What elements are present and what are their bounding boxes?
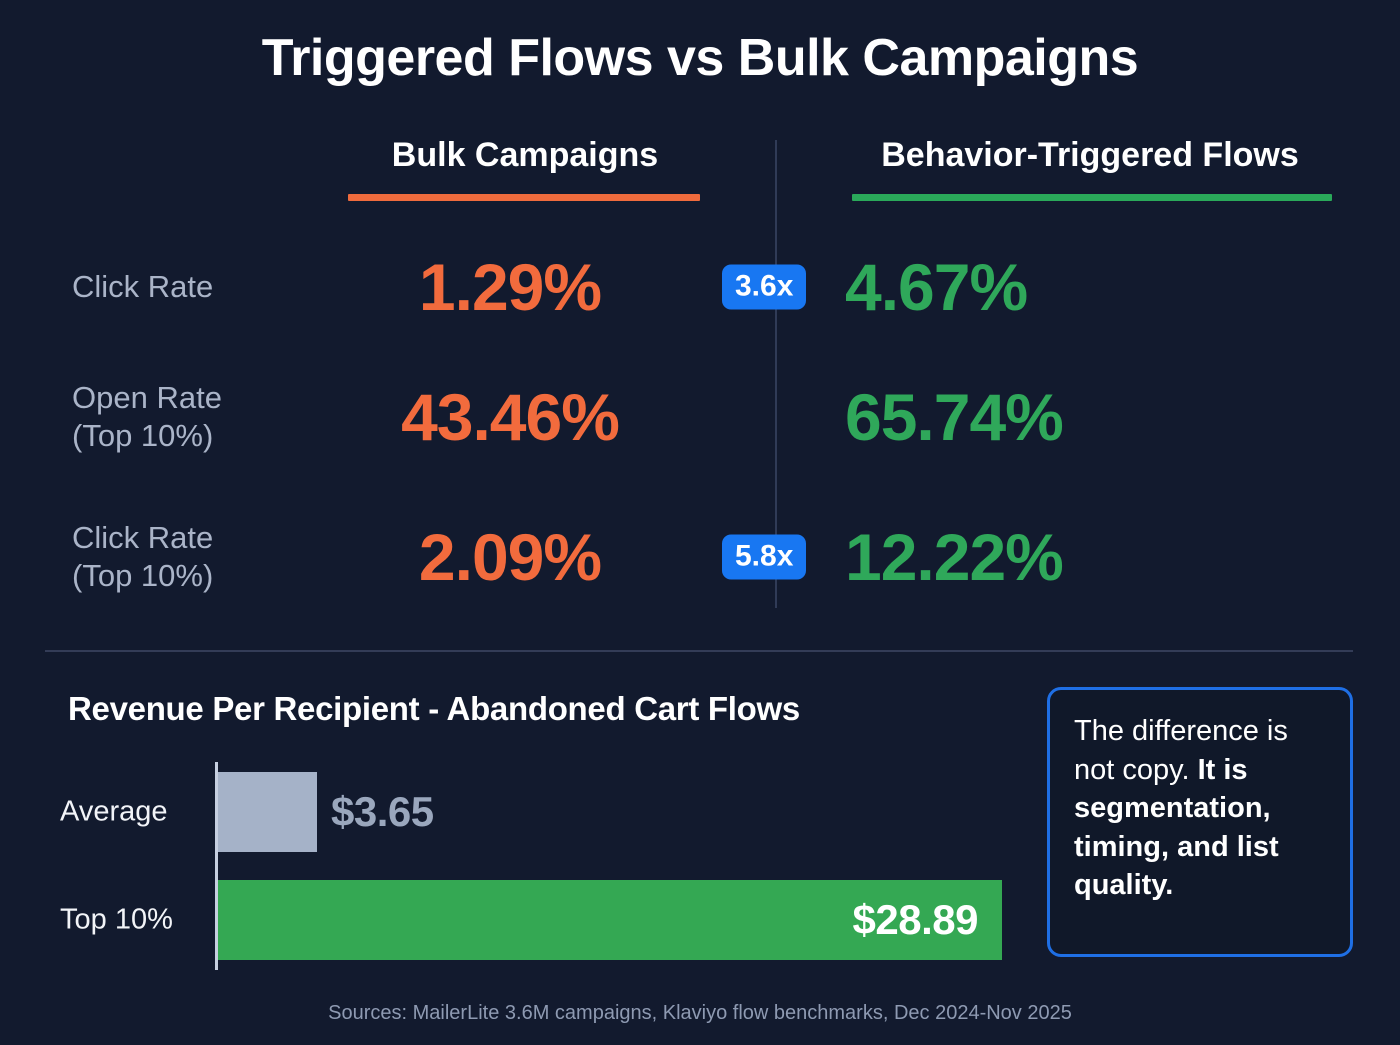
column-divider (775, 140, 777, 608)
metric-value-flows: 4.67% (845, 250, 1028, 324)
bar-fill (218, 880, 1002, 960)
column-header-flows: Behavior-Triggered Flows (881, 136, 1299, 174)
metric-value-bulk: 2.09% (418, 520, 602, 594)
chart-title: Revenue Per Recipient - Abandoned Cart F… (68, 690, 800, 727)
section-divider (45, 650, 1353, 652)
sources-footer: Sources: MailerLite 3.6M campaigns, Klav… (328, 1002, 1072, 1024)
page-title: Triggered Flows vs Bulk Campaigns (261, 29, 1139, 87)
metric-value-bulk: 1.29% (418, 250, 602, 324)
callout-lead: The difference is not copy. (1074, 715, 1288, 786)
metric-multiplier-badge: 3.6x (722, 264, 807, 310)
bar-fill (218, 772, 317, 852)
metric-value-bulk: 43.46% (401, 380, 620, 454)
column-header-bulk: Bulk Campaigns (391, 136, 659, 174)
column-underline-bulk (348, 194, 700, 201)
metric-row: Open Rate (Top 10%) 43.46% 65.74% (0, 362, 1400, 472)
metric-row: Click Rate 1.29% 3.6x 4.67% (0, 232, 1400, 342)
callout-box: The difference is not copy. It is segmen… (1047, 687, 1353, 957)
bar-category-label: Top 10% (60, 903, 173, 936)
chart-axis-line (215, 762, 218, 970)
metric-multiplier-badge: 5.8x (722, 534, 807, 580)
column-underline-flows (852, 194, 1332, 201)
metric-value-flows: 65.74% (845, 380, 1064, 454)
metric-label: Click Rate (72, 269, 214, 305)
bar-value-label: $28.89 (852, 896, 979, 943)
callout-emphasis: It is segmentation, timing, and list qua… (1074, 753, 1279, 902)
metric-label: Click Rate (Top 10%) (72, 520, 214, 593)
bar-value-label: $3.65 (331, 788, 434, 835)
bar-category-label: Average (60, 795, 168, 828)
metric-row: Click Rate (Top 10%) 2.09% 5.8x 12.22% (0, 502, 1400, 612)
metric-value-flows: 12.22% (845, 520, 1064, 594)
callout-text: The difference is not copy. It is segmen… (1074, 712, 1328, 905)
metric-label: Open Rate (Top 10%) (72, 380, 222, 453)
